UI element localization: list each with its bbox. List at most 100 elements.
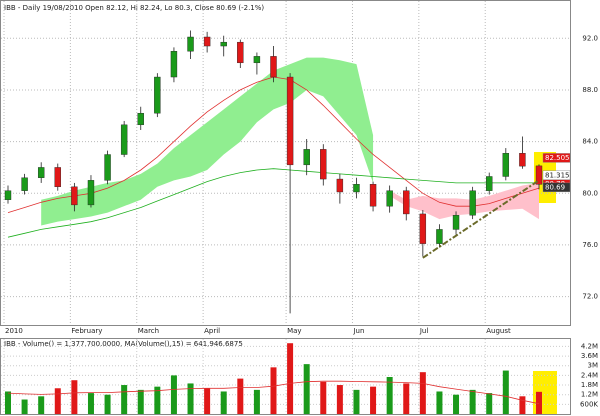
candle-body [203, 36, 211, 47]
candle-body [104, 154, 111, 181]
candle-body [170, 51, 178, 78]
volume-bar [453, 394, 460, 414]
volume-bar [5, 391, 11, 414]
y-tick-label: 80.0 [582, 189, 598, 197]
chart-title: IBB - Daily 19/08/2010 Open 82.12, Hi 82… [4, 4, 264, 12]
volume-bar [170, 375, 177, 414]
y-tick-label: 1.8M [581, 381, 598, 389]
trendline [422, 179, 540, 259]
candle-body [436, 229, 443, 244]
candle-body [403, 190, 410, 215]
y-tick-label: 84.0 [582, 138, 598, 146]
y-tick-label: 3.6M [581, 352, 598, 360]
candle-body [71, 186, 78, 206]
volume-bar [204, 388, 211, 414]
y-tick-label: 72.0 [582, 293, 598, 301]
x-tick-label: March [138, 327, 159, 335]
candle-body [187, 36, 194, 52]
candle-body [137, 112, 144, 126]
candle-body [419, 213, 427, 244]
y-tick-label: 76.0 [582, 241, 598, 249]
y-tick-label: 600K [580, 400, 598, 408]
candle-body [386, 190, 393, 207]
candle-body [469, 190, 476, 216]
price-label-box [542, 182, 571, 193]
volume-bar [370, 386, 377, 414]
candle-body [253, 56, 261, 64]
volume-bar [336, 385, 343, 414]
y-tick-label: 4.2M [581, 342, 598, 350]
candle-body [486, 176, 493, 191]
volume-bar [536, 391, 542, 414]
candle-body [237, 41, 244, 64]
volume-bar [353, 389, 360, 414]
x-tick-label: Jun [352, 327, 364, 335]
volume-bar [54, 388, 61, 414]
candle-body [369, 184, 377, 207]
price-label-box [542, 153, 571, 163]
volume-bar [486, 393, 493, 414]
candle-body [54, 167, 61, 188]
candle-body [336, 178, 344, 193]
candle-body [37, 167, 45, 178]
candle-body [519, 153, 526, 167]
price-panel [0, 0, 571, 326]
price-label: 80.69 [545, 183, 565, 191]
y-tick-label: 2.4M [581, 371, 598, 379]
candle-body [502, 153, 510, 177]
x-tick-label: August [486, 327, 511, 335]
candle-body [353, 184, 360, 193]
volume-bar [502, 370, 509, 414]
cloud [389, 182, 539, 220]
volume-ma [7, 380, 540, 405]
x-tick-label: April [204, 327, 220, 335]
volume-bar [386, 377, 393, 414]
candle-body [320, 149, 327, 180]
volume-bar [154, 386, 161, 414]
volume-bar [121, 385, 128, 414]
volume-bar [403, 383, 410, 414]
x-tick-label: Jul [419, 327, 429, 335]
x-tick-label: May [287, 327, 301, 335]
volume-bar [137, 389, 144, 414]
y-tick-label: 3M [588, 362, 599, 370]
candle-body [87, 180, 95, 206]
y-tick-label: 92.0 [582, 34, 598, 42]
x-tick-label: February [71, 327, 102, 335]
volume-bar [253, 389, 260, 414]
volume-bar [220, 391, 227, 414]
volume-bar [38, 396, 45, 414]
volume-title: IBB - Volume() = 1,377,700.0000, MA(Volu… [4, 340, 243, 348]
y-tick-label: 1.2M [581, 391, 598, 399]
x-tick-label: 2010 [5, 327, 23, 335]
moving-average [7, 168, 539, 238]
candle-body [154, 76, 161, 114]
candle-body [452, 215, 460, 230]
volume-bar [104, 394, 111, 414]
volume-panel [0, 338, 571, 415]
candle-body [270, 56, 277, 78]
candle-body [303, 149, 310, 166]
volume-bar [21, 399, 28, 414]
candle-body [120, 124, 128, 155]
candle-body [286, 76, 294, 166]
volume-bar [419, 372, 426, 414]
volume-bar [469, 389, 476, 414]
price-label: 82.505 [545, 154, 570, 162]
candle-body [4, 190, 12, 200]
volume-bar [237, 378, 244, 414]
volume-bar [287, 343, 294, 414]
volume-bar [71, 380, 78, 414]
volume-bar [270, 367, 277, 414]
candle-body [220, 41, 227, 47]
y-tick-label: 88.0 [582, 86, 598, 94]
price-label: 81.315 [545, 171, 570, 179]
candle-body [21, 177, 28, 191]
volume-bar [87, 393, 94, 414]
candle-body [535, 165, 543, 185]
volume-bar [320, 381, 327, 414]
volume-bar [187, 383, 194, 414]
volume-bar [303, 364, 310, 414]
volume-bar [436, 391, 443, 414]
